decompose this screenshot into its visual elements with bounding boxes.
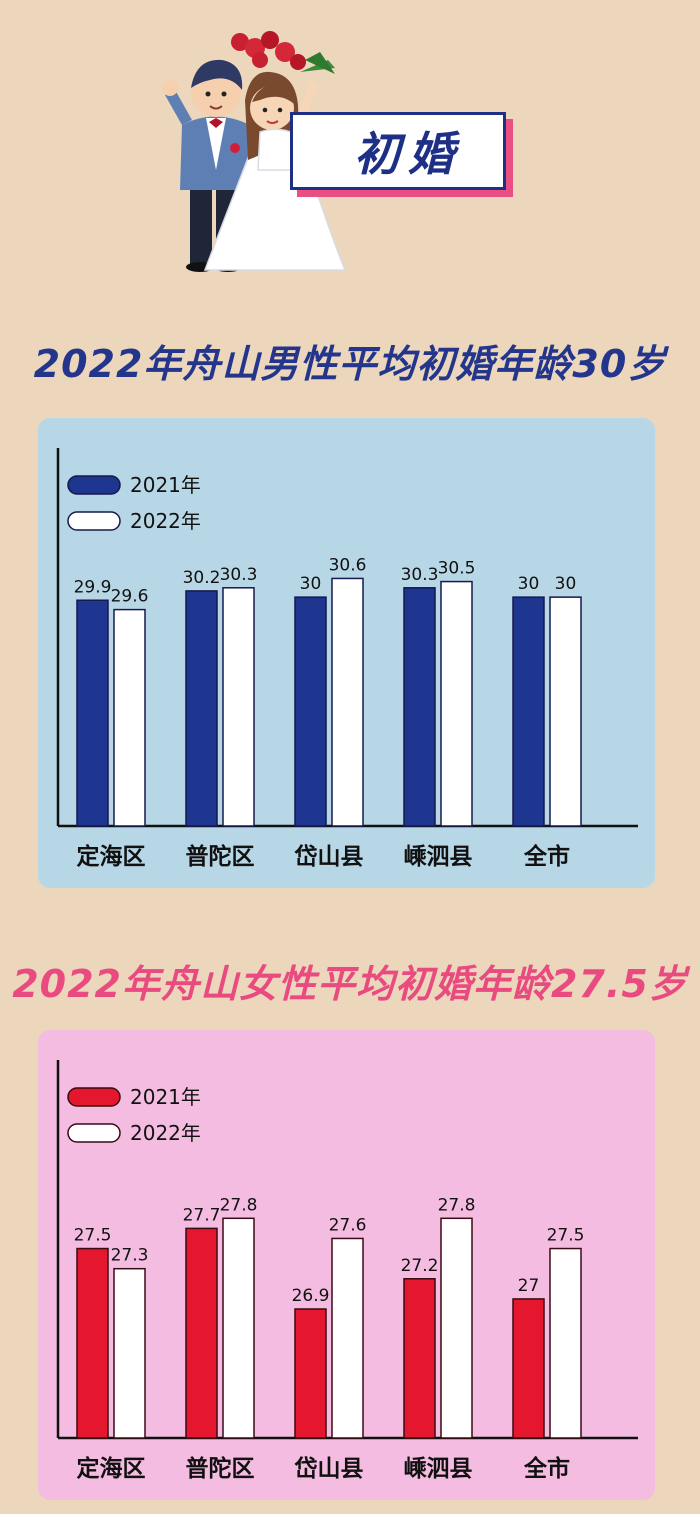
title-banner: 初婚 — [290, 112, 506, 190]
data-label-1-2: 27.7 — [183, 1205, 221, 1225]
bar-2-1 — [113, 608, 146, 827]
female-chart-title: 2022年舟山女性平均初婚年龄27.5岁 — [12, 962, 688, 1006]
bar-1-3 — [294, 1308, 327, 1439]
data-label-2-5: 30 — [555, 574, 577, 594]
category-label-3: 岱山县 — [294, 843, 364, 870]
data-label-1-1: 29.9 — [74, 577, 112, 597]
data-label-1-4: 30.3 — [401, 565, 439, 585]
legend-label-2: 2022年 — [130, 509, 201, 533]
legend-label-1: 2021年 — [130, 473, 201, 497]
category-label-5: 全市 — [523, 1455, 570, 1482]
legend-label-1: 2021年 — [130, 1085, 201, 1109]
data-label-2-4: 27.8 — [438, 1195, 476, 1215]
bar-1-5 — [512, 596, 545, 827]
bar-1-4 — [403, 587, 436, 827]
bar-2-3 — [331, 1237, 364, 1439]
data-label-2-5: 27.5 — [547, 1226, 585, 1246]
data-label-1-2: 30.2 — [183, 568, 221, 588]
bar-1-3 — [294, 596, 327, 827]
bar-1-2 — [185, 590, 218, 827]
data-label-2-3: 27.6 — [329, 1215, 367, 1235]
bar-1-5 — [512, 1298, 545, 1439]
female-chart-panel: 2021年 2022年 27.5 27.3 定海区 27.7 27.8 普陀区 26.9 27.6… — [38, 1030, 655, 1500]
bar-2-5 — [549, 596, 582, 827]
category-label-1: 定海区 — [77, 843, 146, 870]
category-label-4: 嵊泗县 — [404, 1456, 473, 1482]
bar-2-5 — [549, 1247, 582, 1439]
data-label-1-5: 27 — [518, 1276, 540, 1296]
male-chart-panel: 2021年 2022年 29.9 29.6 定海区 30.2 30.3 普陀区 30 30.6 岱山… — [38, 418, 655, 888]
bar-2-4 — [440, 580, 473, 827]
legend-swatch-1 — [67, 475, 121, 495]
data-label-2-4: 30.5 — [438, 559, 476, 579]
bar-2-3 — [331, 577, 364, 827]
male-chart-title: 2022年舟山男性平均初婚年龄30岁 — [33, 342, 667, 386]
data-label-2-2: 30.3 — [220, 565, 258, 585]
bar-1-2 — [185, 1227, 218, 1439]
data-label-1-1: 27.5 — [74, 1226, 112, 1246]
category-label-5: 全市 — [523, 843, 570, 870]
category-label-2: 普陀区 — [186, 843, 255, 870]
rose-bouquet-icon — [231, 31, 335, 74]
bride-figure — [203, 71, 347, 271]
category-label-1: 定海区 — [77, 1455, 146, 1482]
data-label-2-3: 30.6 — [329, 555, 367, 575]
legend-swatch-2 — [67, 511, 121, 531]
data-label-2-2: 27.8 — [220, 1195, 258, 1215]
legend-label-2: 2022年 — [130, 1121, 201, 1145]
bar-1-4 — [403, 1278, 436, 1439]
bar-1-1 — [76, 599, 109, 827]
female-bar-chart: 2021年2022年27.527.3定海区27.727.8普陀区26.927.6… — [56, 1060, 638, 1482]
wedding-couple-illustration — [162, 31, 347, 272]
legend-swatch-1 — [67, 1087, 121, 1107]
legend-swatch-2 — [67, 1123, 121, 1143]
category-label-4: 嵊泗县 — [404, 844, 473, 870]
bar-1-1 — [76, 1247, 109, 1439]
bar-2-2 — [222, 1217, 255, 1439]
banner-title: 初婚 — [354, 127, 462, 181]
data-label-1-3: 26.9 — [292, 1286, 330, 1306]
bar-2-4 — [440, 1217, 473, 1439]
data-label-1-5: 30 — [518, 574, 540, 594]
data-label-2-1: 27.3 — [111, 1246, 149, 1266]
category-label-3: 岱山县 — [294, 1455, 364, 1482]
bar-2-1 — [113, 1267, 146, 1439]
bar-2-2 — [222, 587, 255, 827]
category-label-2: 普陀区 — [186, 1455, 255, 1482]
data-label-1-3: 30 — [300, 574, 322, 594]
data-label-2-1: 29.6 — [111, 587, 149, 607]
data-label-1-4: 27.2 — [401, 1256, 439, 1276]
